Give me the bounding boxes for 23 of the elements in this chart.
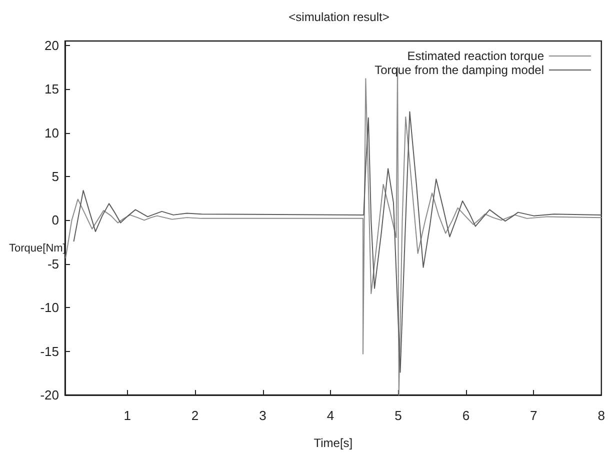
x-tick-label: 6 xyxy=(462,408,470,423)
line-series xyxy=(73,111,602,373)
x-tick-label: 8 xyxy=(598,408,605,423)
y-tick-label: 20 xyxy=(44,38,59,53)
chart-title: <simulation result> xyxy=(288,10,390,24)
x-tick-label: 7 xyxy=(530,408,538,423)
x-tick-label: 1 xyxy=(124,408,131,423)
x-axis-title: Time[s] xyxy=(314,436,353,450)
x-tick-label: 2 xyxy=(191,408,199,423)
y-tick-label: 0 xyxy=(52,212,59,228)
legend-label: Estimated reaction torque xyxy=(407,49,544,63)
y-tick-label: 5 xyxy=(52,168,59,184)
x-tick-label: 4 xyxy=(326,408,334,423)
y-tick-label: 10 xyxy=(44,125,59,140)
y-tick-label: -10 xyxy=(40,300,59,316)
x-tick-label: 3 xyxy=(259,408,266,423)
y-tick-label: -15 xyxy=(40,344,59,359)
x-tick-label: 5 xyxy=(394,408,402,423)
y-tick-label: -5 xyxy=(47,256,59,272)
y-tick-label: -20 xyxy=(40,388,59,402)
y-axis-title: Torque[Nm] xyxy=(9,242,66,254)
y-tick-label: 15 xyxy=(44,82,59,97)
legend-label: Torque from the damping model xyxy=(374,63,544,77)
